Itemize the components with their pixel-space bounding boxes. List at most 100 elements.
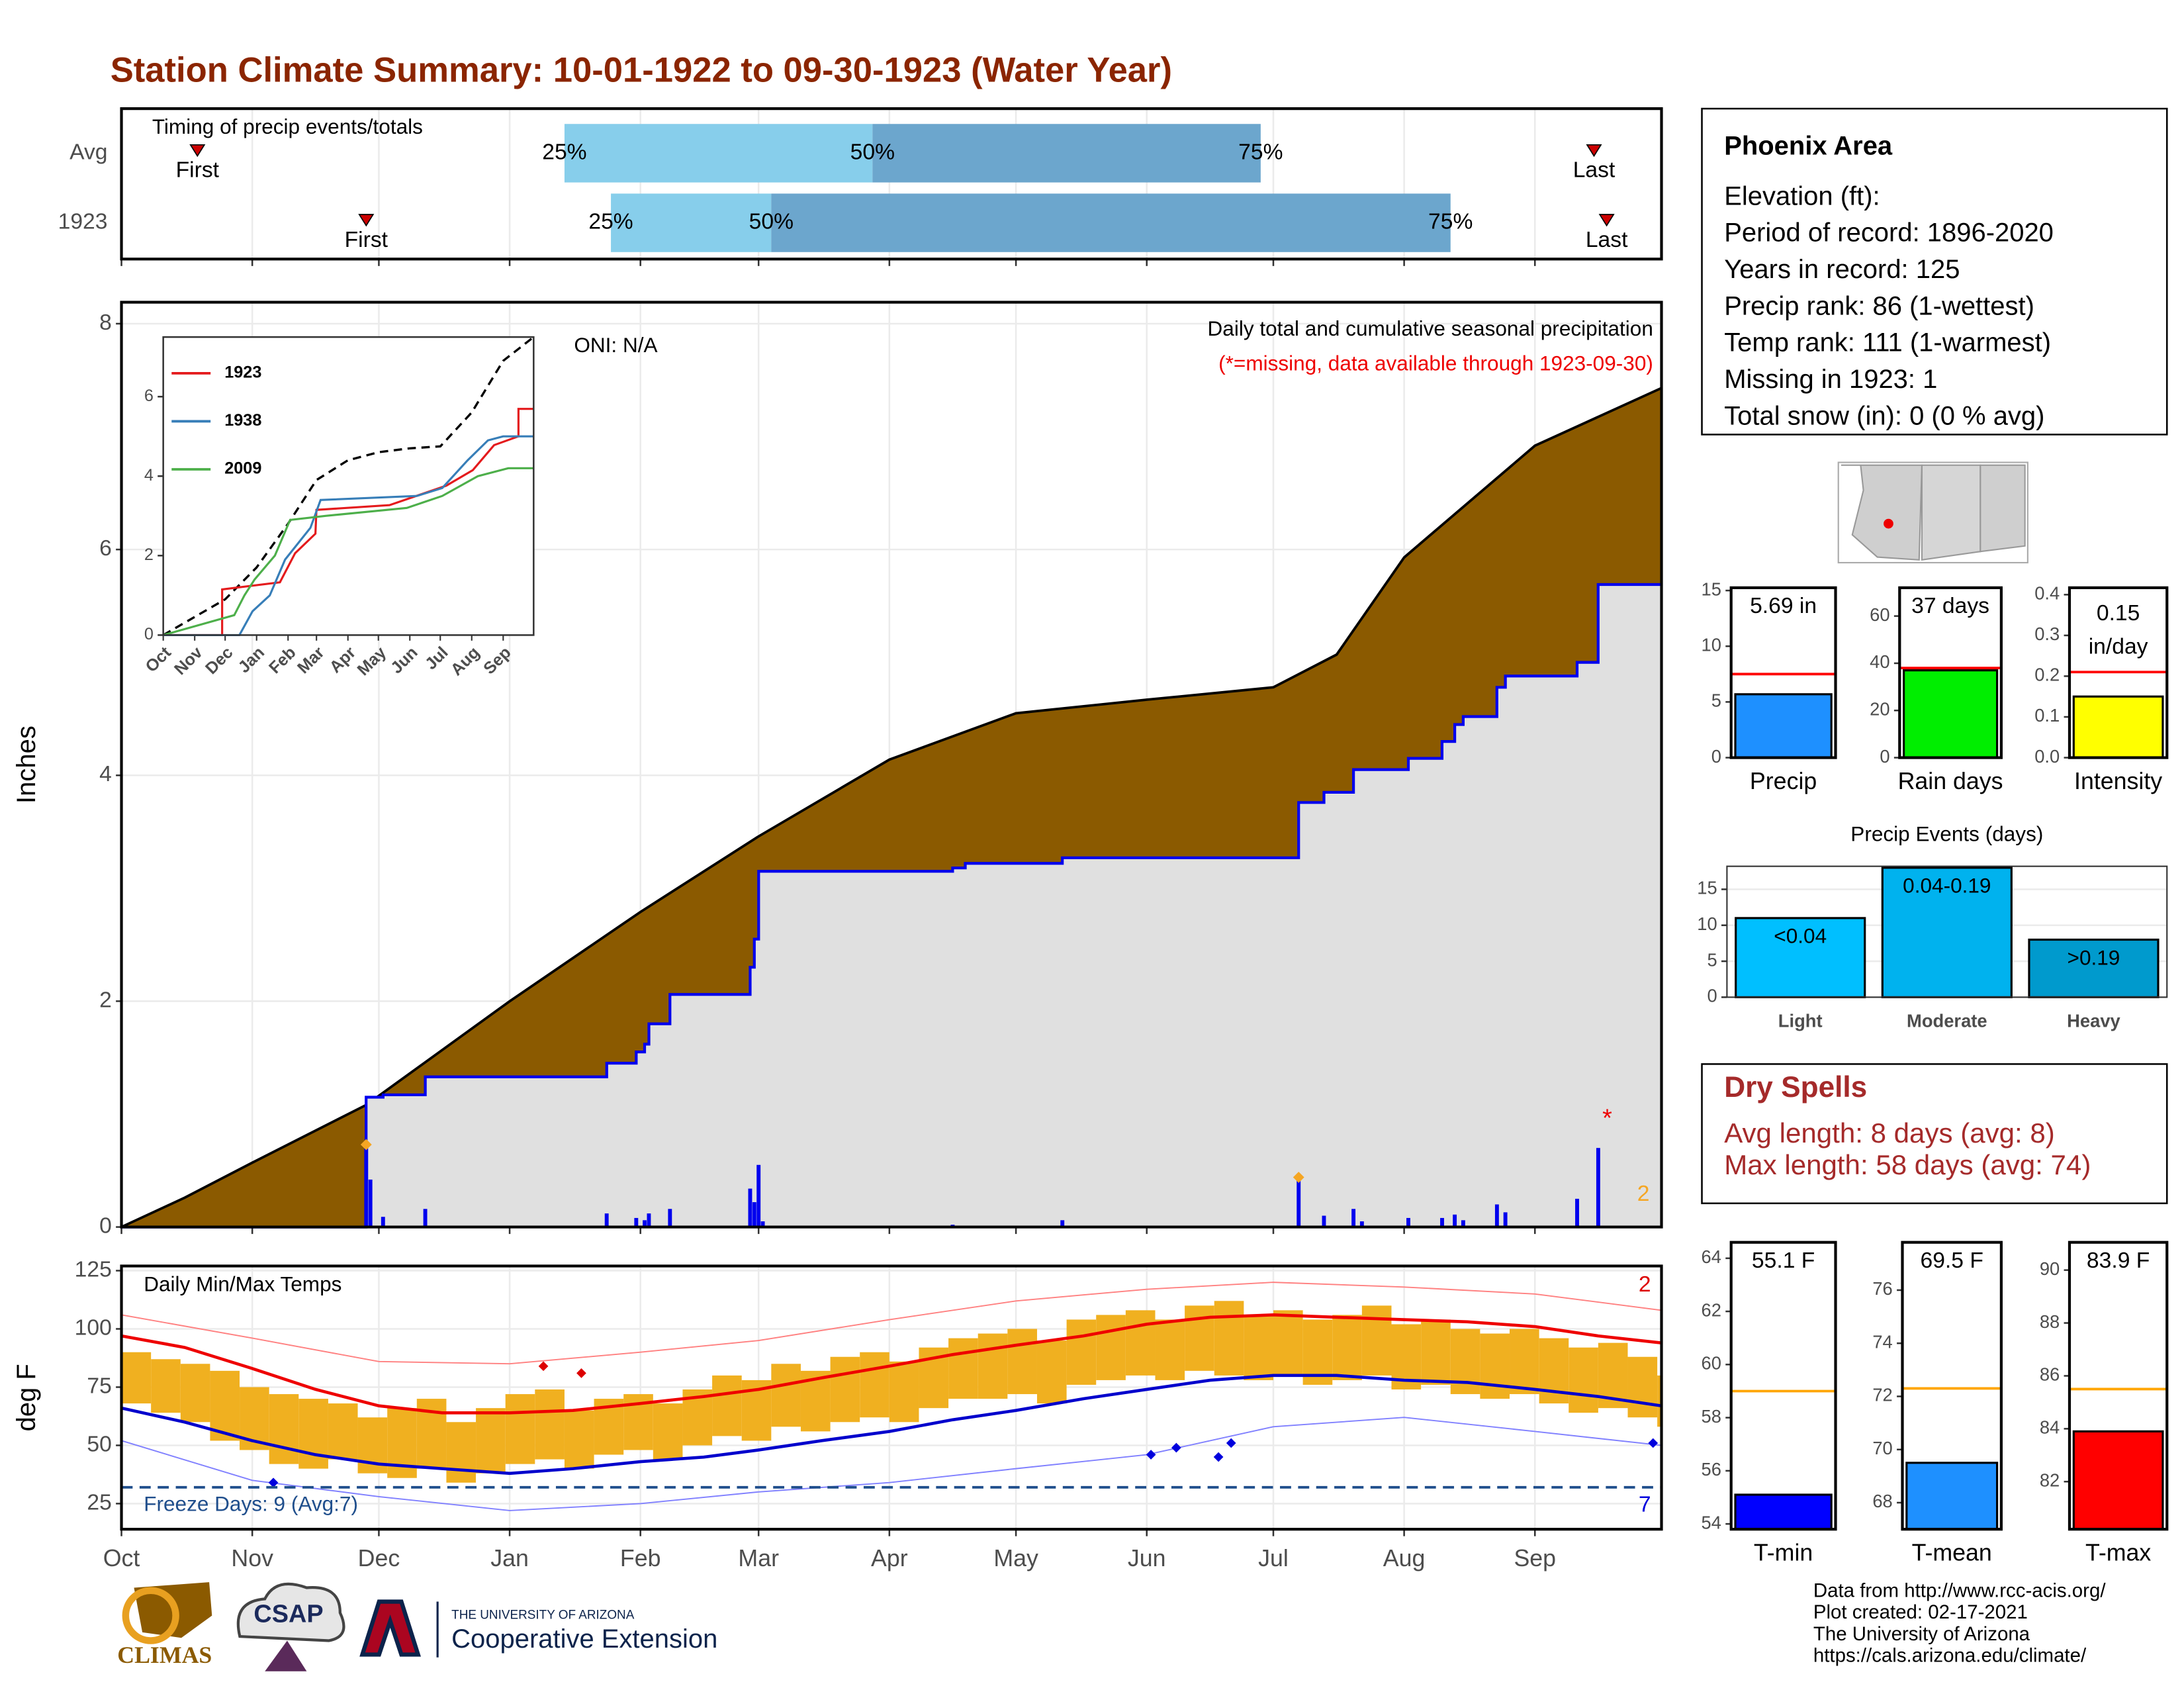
- y-tick-label: 0.0: [2034, 746, 2060, 767]
- gauge-bar: [2072, 695, 2164, 759]
- gauge-bar: [1905, 1462, 1999, 1530]
- y-tick-label: 10: [1697, 914, 1717, 934]
- daily-range: [535, 1389, 565, 1460]
- bin-label: <0.04: [1774, 924, 1827, 948]
- x-tick-label: Jan: [490, 1545, 529, 1571]
- station-line: Years in record: 125: [1724, 255, 1960, 284]
- climas-ring: [122, 1587, 179, 1644]
- x-tick-label: Apr: [871, 1545, 908, 1571]
- csap-cloud: [236, 1582, 345, 1642]
- plot-frame: [120, 1264, 1663, 1531]
- y-tick-label: 75: [87, 1374, 111, 1398]
- x-tick-label: Sep: [1514, 1545, 1556, 1571]
- daily-range: [121, 1352, 152, 1404]
- y-tick-label: 54: [1702, 1512, 1721, 1532]
- plot-frame: [120, 107, 1663, 261]
- y-tick-label: 58: [1702, 1406, 1721, 1427]
- x-tick-label: Mar: [738, 1545, 779, 1571]
- daily-bar: [1453, 1214, 1457, 1227]
- missing-symbol: *: [1602, 1105, 1612, 1133]
- y-tick-label: 40: [1870, 651, 1889, 672]
- heading: Daily total and cumulative seasonal prec…: [1208, 316, 1653, 340]
- daily-range: [771, 1364, 801, 1427]
- csap-text: CSAP: [253, 1601, 323, 1628]
- y-tick-label: 56: [1702, 1459, 1721, 1479]
- x-tick-label: Aug: [1383, 1545, 1426, 1571]
- gauge-bar: [1734, 1493, 1833, 1530]
- daily-range: [1421, 1319, 1451, 1385]
- y-tick-label: 50: [87, 1432, 111, 1456]
- annotation: Timing of precip events/totals: [152, 115, 423, 138]
- extension-text: Cooperative Extension: [451, 1624, 717, 1654]
- daily-range: [1185, 1305, 1214, 1371]
- timing-label: Last: [1586, 228, 1628, 252]
- average-line: [120, 387, 1662, 1229]
- panel-name: Precip: [1750, 768, 1817, 794]
- y-tick-label: 5: [1711, 690, 1721, 711]
- y-tick-label: 82: [2040, 1470, 2060, 1490]
- y-tick-label: 88: [2040, 1311, 2060, 1332]
- daily-range: [1480, 1333, 1510, 1399]
- y-tick-label: 25: [87, 1490, 111, 1515]
- inset-frame: [162, 336, 535, 636]
- x-tick-label: Oct: [103, 1545, 140, 1571]
- panel-name: T-min: [1754, 1539, 1813, 1566]
- series-line: [163, 435, 534, 636]
- bin-label: >0.19: [2068, 945, 2120, 969]
- percentile-label: 75%: [1238, 140, 1283, 164]
- avg-min-line: [121, 1374, 1662, 1476]
- y-tick-label: 125: [75, 1257, 112, 1282]
- daily-bar: [752, 1202, 756, 1227]
- daily-bar: [748, 1188, 752, 1227]
- record-marker: [538, 1361, 549, 1372]
- percentile-label: 50%: [749, 210, 794, 234]
- gauge-frame: [1729, 586, 1837, 759]
- value-label: 0.15 in/day: [2089, 601, 2148, 659]
- daily-bar: [1503, 1212, 1508, 1227]
- y-axis-title: Inches: [12, 726, 41, 804]
- university-text: THE UNIVERSITY OF ARIZONA: [451, 1609, 635, 1622]
- x-tick-label: Moderate: [1907, 1011, 1987, 1031]
- y-tick-label: 20: [1870, 698, 1889, 719]
- y-tick-label: 84: [2040, 1417, 2060, 1438]
- value-label: 69.5 F: [1920, 1248, 1983, 1273]
- note: (*=missing, data available through 1923-…: [1218, 352, 1653, 375]
- daily-range: [1332, 1315, 1362, 1380]
- ua-mark: [359, 1599, 421, 1657]
- daily-bar: [634, 1217, 639, 1227]
- daily-bar: [1440, 1217, 1444, 1227]
- average-line: [162, 336, 535, 636]
- panel-name: Intensity: [2074, 768, 2162, 794]
- record-max-line: [121, 1282, 1662, 1365]
- y-tick-label: 0: [1707, 986, 1717, 1006]
- y-tick-label: 0.4: [2034, 583, 2060, 604]
- x-tick-label: Dec: [358, 1545, 400, 1571]
- legend-label: 1923: [224, 363, 261, 382]
- chart-title: Precip Events (days): [1850, 822, 2043, 846]
- dry-spell-line: Avg length: 8 days (avg: 8): [1724, 1117, 2055, 1149]
- marker-count: 2: [1637, 1182, 1650, 1206]
- gauge-frame: [1901, 1241, 2003, 1531]
- daily-range: [505, 1394, 535, 1464]
- daily-bar: [643, 1220, 647, 1227]
- percentile-label: 25%: [588, 210, 633, 234]
- plot-frame: [1726, 865, 2168, 998]
- gauge-bg: [1731, 1242, 1836, 1530]
- dry-spells-box: [1701, 1063, 2168, 1205]
- bin-label: 0.04-0.19: [1903, 874, 1991, 898]
- y-tick-label: 2: [99, 988, 112, 1012]
- y-tick-label: 0: [1880, 746, 1889, 767]
- bar: [2028, 938, 2160, 999]
- daily-bar: [1406, 1217, 1410, 1227]
- oni-label: ONI: N/A: [574, 333, 657, 357]
- panel-name: T-max: [2085, 1539, 2151, 1566]
- y-tick-label: 64: [1702, 1246, 1721, 1267]
- station-line: Total snow (in): 0 (0 % avg): [1724, 401, 2044, 430]
- y-tick-label: 74: [1872, 1331, 1892, 1352]
- y-tick-label: 70: [1872, 1438, 1892, 1458]
- daily-bar: [1359, 1221, 1364, 1227]
- daily-bar: [1596, 1148, 1600, 1227]
- panel-title: Daily Min/Max Temps: [144, 1272, 341, 1295]
- panel-name: Rain days: [1898, 768, 2003, 794]
- daily-range: [151, 1359, 181, 1413]
